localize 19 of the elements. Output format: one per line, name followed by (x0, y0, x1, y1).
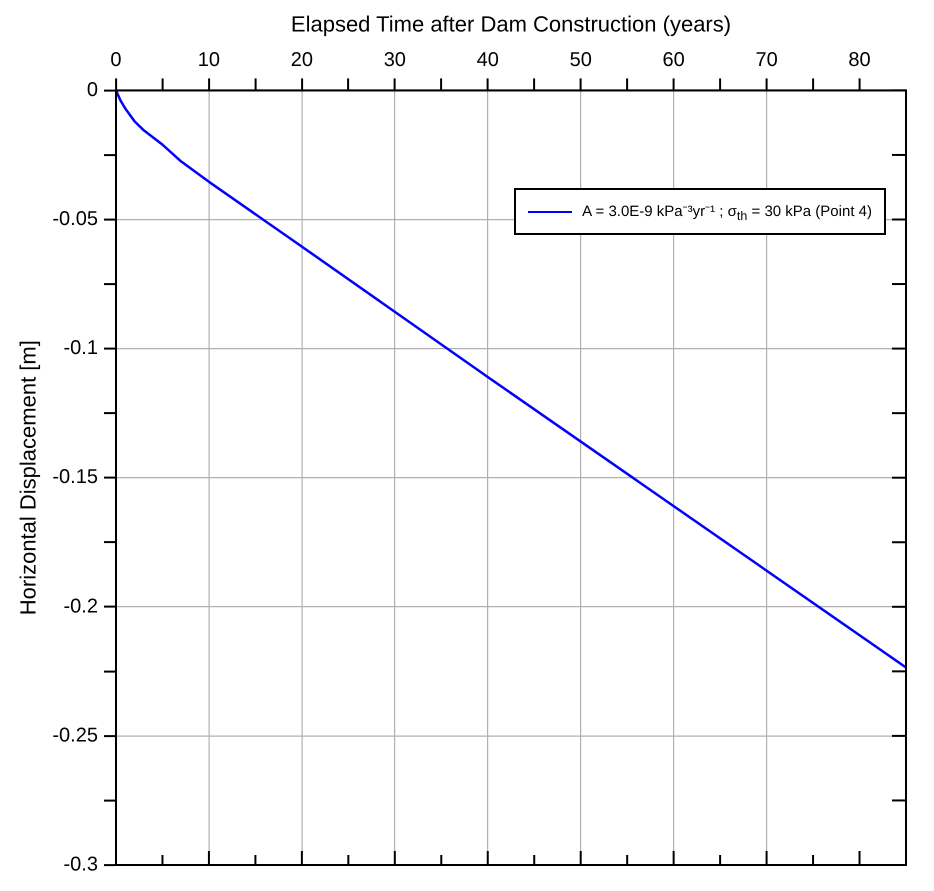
x-tick-label: 50 (570, 48, 592, 71)
y-axis-title: Horizontal Displacement [m] (15, 340, 40, 616)
x-axis-title: Elapsed Time after Dam Construction (years) (290, 11, 732, 36)
x-tick-label: 80 (848, 48, 871, 71)
y-tick-label: 0 (86, 78, 98, 101)
x-tick-label: 30 (384, 48, 406, 71)
x-tick-label: 40 (476, 48, 499, 71)
y-tick-label: -0.2 (64, 595, 98, 618)
x-tick-label: 60 (662, 48, 685, 71)
x-tick-label: 10 (198, 48, 220, 71)
y-tick-label: -0.25 (52, 724, 98, 746)
y-tick-label: -0.1 (64, 337, 98, 360)
y-tick-label: -0.3 (64, 854, 98, 876)
x-tick-label: 20 (290, 48, 313, 71)
x-tick-label: 70 (755, 48, 778, 71)
y-tick-label: -0.15 (52, 466, 98, 488)
x-tick-label: 0 (110, 48, 122, 71)
legend-label: A = 3.0E-9 kPa⁻³yr⁻¹ ; σ$_{th}$ = 30 kPa (Point 4) (582, 202, 872, 224)
y-tick-label: -0.05 (52, 208, 98, 230)
